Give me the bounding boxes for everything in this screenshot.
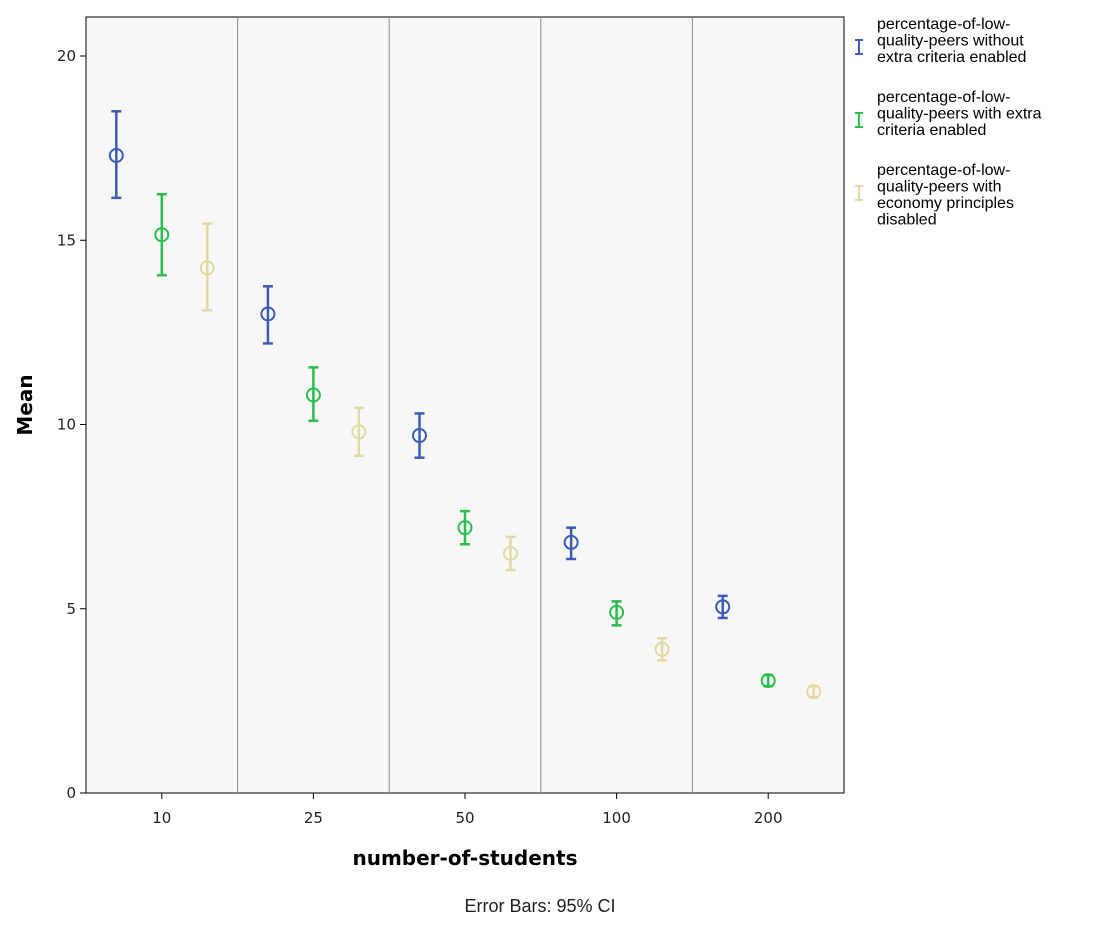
y-axis-title: Mean [13,374,37,435]
mean-marker [760,673,776,689]
x-tick-label: 10 [152,809,171,827]
mean-marker [108,147,124,163]
mean-marker [351,424,367,440]
y-tick-label: 20 [57,47,76,65]
mean-marker [305,387,321,403]
series-2 [154,192,776,689]
series-3 [199,222,822,700]
plot-area [85,16,845,794]
mean-marker [199,260,215,276]
series-1 [108,110,731,620]
legend-label: percentage-of-low-quality-peers without e… [877,16,1026,66]
y-tick-label: 15 [57,231,76,249]
x-axis: 10 25 50 100 200 [152,793,783,827]
mean-marker [260,306,276,322]
mean-marker [806,684,822,700]
mean-marker [563,534,579,550]
category-separators [237,17,693,793]
mean-marker [654,641,670,657]
legend-item-1: percentage-of-low-quality-peers without e… [855,16,1026,66]
mean-marker [154,227,170,243]
mean-marker [457,520,473,536]
legend: percentage-of-low-quality-peers without e… [855,16,1042,229]
y-tick-label: 0 [66,784,76,802]
y-axis: 0 5 10 15 20 [57,47,86,802]
legend-item-3: percentage-of-low-quality-peers with econ… [855,162,1014,229]
legend-label: percentage-of-low-quality-peers with ext… [877,89,1042,139]
x-tick-label: 50 [455,809,474,827]
mean-marker [502,545,518,561]
legend-label: percentage-of-low-quality-peers with econ… [877,162,1014,229]
mean-marker [609,604,625,620]
mean-marker [412,428,428,444]
y-tick-label: 10 [57,416,76,434]
mean-marker [715,599,731,615]
x-tick-label: 100 [602,809,631,827]
error-bars-footnote: Error Bars: 95% CI [464,896,615,916]
x-tick-label: 200 [754,809,783,827]
x-tick-label: 25 [304,809,323,827]
legend-item-2: percentage-of-low-quality-peers with ext… [855,89,1042,139]
y-tick-label: 5 [66,600,76,618]
series-layer [108,110,822,700]
x-axis-title: number-of-students [352,846,577,870]
